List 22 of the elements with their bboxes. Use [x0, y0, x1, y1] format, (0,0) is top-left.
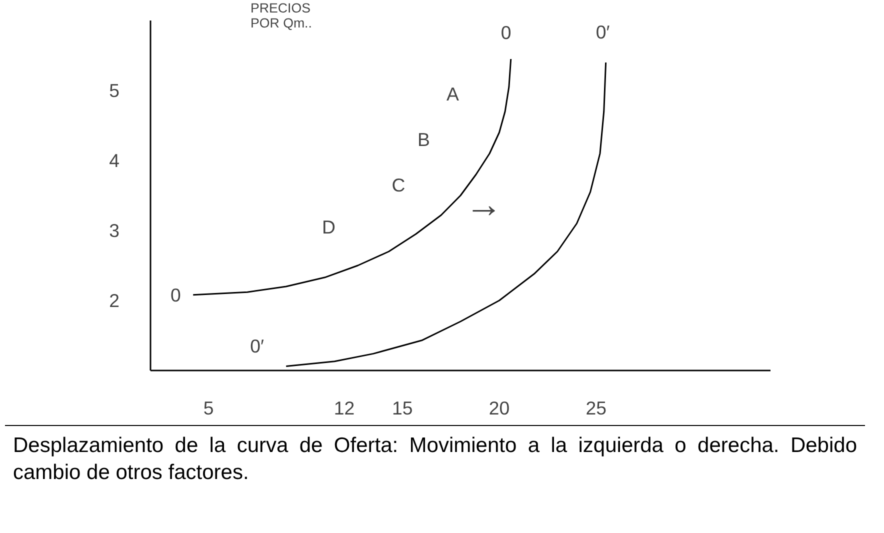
y-tick-label: 3 — [109, 220, 120, 241]
annotation: 0 — [500, 22, 512, 43]
y-tick-label: 5 — [109, 80, 120, 101]
series-label: 0 — [170, 284, 181, 306]
y-axis-title: PRECIOS POR Qm.. — [250, 0, 312, 30]
x-tick-label: 12 — [334, 398, 355, 418]
annotation: B — [417, 129, 430, 150]
line-series — [192, 58, 512, 296]
y-tick-label: 4 — [109, 150, 120, 171]
x-tick-label: 25 — [586, 398, 607, 418]
x-tick-label: 20 — [488, 398, 510, 418]
annotation: 0′ — [250, 336, 264, 356]
series-label: 0′ — [596, 22, 610, 42]
text: Desplazamiento de la curva de Oferta: Movimiento a la izquierda o derecha. Debido cambio de otros factores. — [13, 433, 857, 486]
annotation: C — [392, 174, 406, 196]
annotation: → — [465, 182, 502, 225]
y-tick-label: 2 — [109, 290, 120, 311]
annotation: D — [322, 216, 336, 238]
annotation: A — [446, 84, 460, 104]
line-series — [285, 62, 607, 368]
x-tick-label: 5 — [203, 398, 214, 418]
x-tick-label: 15 — [392, 398, 413, 418]
